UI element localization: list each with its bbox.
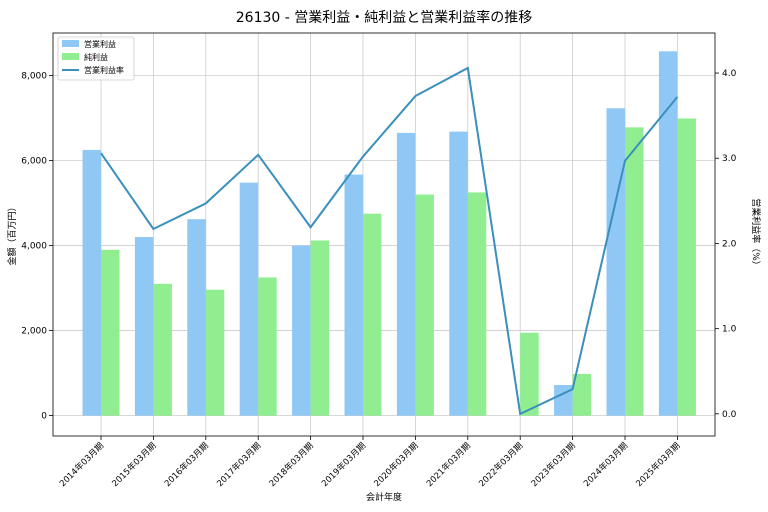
y-tick-label: 2,000 [21,327,47,337]
bar-net-profit [625,127,644,416]
x-axis: 2014年03月期 2015年03月期 2016年03月期 2017年03月期 2018… [57,436,683,489]
y2-tick-label: 4.0 [722,69,737,79]
bar-operating-profit [239,182,259,416]
bars [82,51,696,416]
ratio-line-group [100,66,679,416]
x-tick-label: 2021年03月期 [424,440,473,489]
plot-frame [52,32,716,437]
bar-net-profit [363,213,382,416]
bar-net-profit [415,194,434,416]
legend-label: 純利益 [84,52,108,62]
x-tick-label: 2025年03月期 [634,440,683,489]
bar-operating-profit [606,108,625,416]
bar-net-profit [467,192,487,416]
bar-operating-profit [292,245,311,416]
y-tick-label: 8,000 [21,72,47,82]
bar-net-profit [101,249,120,416]
x-tick-label: 2022年03月期 [477,440,526,489]
x-tick-label: 2018年03月期 [267,440,316,489]
bar-operating-profit [658,51,678,416]
bar-net-profit [310,240,330,416]
bar-net-profit [520,332,539,416]
bar-operating-profit [396,132,416,416]
bar-operating-profit [554,384,573,416]
bar-operating-profit [344,174,363,416]
bar-net-profit [572,373,592,416]
x-tick-label: 2015年03月期 [110,440,159,489]
bar-operating-profit [187,219,206,416]
bar-operating-profit [449,131,468,416]
bar-operating-profit [134,237,154,416]
y2-axis-label: 営業利益率（%） [750,198,762,270]
bar-net-profit [258,277,277,416]
bar-net-profit [677,118,696,416]
ratio-line [100,66,679,416]
legend-label: 営業利益率 [84,65,124,75]
y-axis-label: 金額（百万円） [6,202,18,265]
legend-label: 営業利益 [84,39,116,49]
x-tick-label: 2016年03月期 [162,440,211,489]
x-tick-label: 2020年03月期 [372,440,421,489]
y2-tick-label: 1.0 [722,325,737,335]
x-tick-label: 2019年03月期 [319,440,368,489]
legend-swatch [62,53,79,60]
y-tick-label: 0 [41,412,47,422]
y-tick-label: 6,000 [21,157,47,167]
x-tick-label: 2024年03月期 [581,440,630,489]
x-tick-label: 2017年03月期 [215,440,264,489]
y2-tick-label: 3.0 [722,154,737,164]
left-axis: 0 2,000 4,000 6,000 8,000 [21,72,53,422]
x-axis-label: 会計年度 [366,491,402,503]
legend-swatch [62,40,79,47]
y2-tick-label: 0.0 [722,410,737,420]
bar-net-profit [205,289,225,416]
bar-operating-profit [82,149,101,416]
y-tick-label: 4,000 [21,242,47,252]
chart-title: 26130 - 営業利益・純利益と営業利益率の推移 [236,9,533,26]
right-axis: 0.0 1.0 2.0 3.0 4.0 [715,69,737,420]
x-tick-label: 2023年03月期 [529,440,578,489]
x-tick-label: 2014年03月期 [57,440,106,489]
bar-net-profit [153,283,172,416]
y2-tick-label: 2.0 [722,239,737,249]
